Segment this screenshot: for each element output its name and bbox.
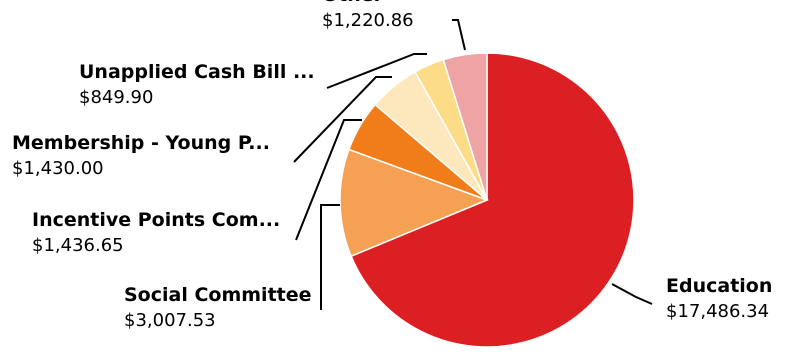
slice-value-5: $1,220.86 [322, 10, 414, 31]
slice-labels: Education $17,486.34 Social Committee $3,00… [12, 0, 772, 331]
slice-value-2: $1,436.65 [32, 235, 124, 256]
leader-line-5 [452, 19, 466, 51]
slice-value-4: $849.90 [79, 87, 153, 108]
pie-slice-5 [442, 52, 488, 201]
slice-value-1: $3,007.53 [124, 310, 216, 331]
pie-slice-1 [339, 148, 490, 258]
leader-lines [293, 19, 653, 310]
slice-label-5: Other [322, 0, 384, 6]
leader-line-0 [611, 283, 653, 305]
slice-label-2: Incentive Points Com... [32, 209, 280, 231]
slice-value-0: $17,486.34 [666, 301, 769, 322]
slice-label-0: Education [666, 275, 772, 297]
leader-line-1 [320, 204, 340, 310]
slice-value-3: $1,430.00 [12, 158, 104, 179]
leader-line-4 [326, 53, 427, 89]
slice-label-4: Unapplied Cash Bill ... [79, 61, 315, 83]
slice-label-1: Social Committee [124, 284, 312, 306]
slice-label-3: Membership - Young P... [12, 132, 270, 154]
leader-line-2 [295, 119, 362, 241]
leader-line-3 [293, 76, 392, 163]
pie-slice-0 [350, 52, 635, 348]
pie-slices [339, 52, 635, 348]
